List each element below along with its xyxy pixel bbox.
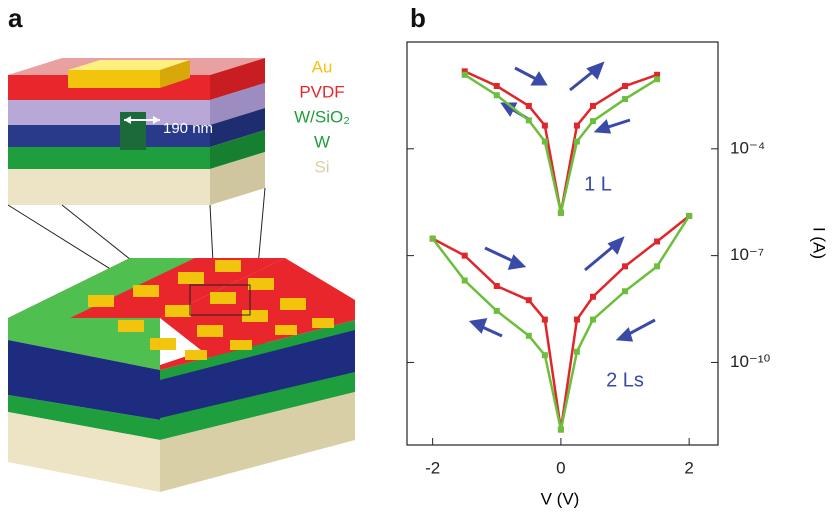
data-point — [462, 278, 468, 284]
data-point — [622, 96, 628, 102]
x-tick-label: 2 — [684, 458, 693, 477]
data-point — [462, 253, 468, 259]
data-point — [622, 288, 628, 294]
data-point — [526, 297, 532, 303]
data-point — [574, 317, 580, 323]
data-point — [526, 103, 532, 109]
data-point — [542, 317, 548, 323]
panel-label: a — [8, 3, 23, 33]
data-point — [526, 117, 532, 123]
y-tick-label: 10⁻⁴ — [730, 138, 765, 157]
plot-area: -2 0 2 10⁻⁴ 10⁻⁷ 10⁻¹⁰ — [407, 68, 771, 477]
layer-labels: Au PVDF W/SiO₂ W Si — [294, 57, 350, 176]
series-line — [465, 75, 657, 213]
data-point — [654, 76, 660, 82]
layer-label: Au — [312, 57, 333, 76]
x-tick-label: -2 — [425, 458, 440, 477]
data-point — [542, 139, 548, 145]
data-point — [430, 236, 436, 242]
layer-label: W/SiO₂ — [294, 107, 350, 126]
data-point — [574, 349, 580, 355]
data-point — [574, 139, 580, 145]
data-point — [686, 213, 692, 219]
x-tick-label: 0 — [556, 458, 565, 477]
data-point — [622, 83, 628, 89]
data-point — [590, 103, 596, 109]
data-point — [494, 92, 500, 98]
data-point — [574, 123, 580, 129]
layer-label: W — [314, 132, 330, 151]
figure: a 190 nm Au PVDF W/SiO₂ W Si — [0, 0, 835, 519]
data-point — [590, 118, 596, 124]
layer-label: Si — [314, 157, 329, 176]
data-point — [622, 263, 628, 269]
device-block — [8, 188, 355, 492]
data-point — [590, 294, 596, 300]
y-tick-label: 10⁻¹⁰ — [730, 352, 771, 371]
inset-stack — [8, 58, 265, 205]
data-point — [494, 83, 500, 89]
data-point — [542, 123, 548, 129]
data-point — [558, 210, 564, 216]
dimension-label: 190 nm — [163, 120, 213, 137]
y-axis-label: I (A) — [810, 227, 829, 259]
x-axis-label: V (V) — [541, 489, 580, 508]
data-point — [558, 427, 564, 433]
data-point — [654, 238, 660, 244]
data-point — [654, 263, 660, 269]
data-point — [590, 317, 596, 323]
data-point — [542, 352, 548, 358]
data-point — [462, 72, 468, 78]
panel-label: b — [410, 3, 426, 33]
annotation: 2 Ls — [606, 369, 644, 391]
annotation: 1 L — [584, 173, 612, 195]
y-tick-label: 10⁻⁷ — [730, 245, 764, 264]
layer-label: PVDF — [299, 82, 344, 101]
data-point — [494, 283, 500, 289]
data-point — [526, 333, 532, 339]
data-point — [494, 308, 500, 314]
